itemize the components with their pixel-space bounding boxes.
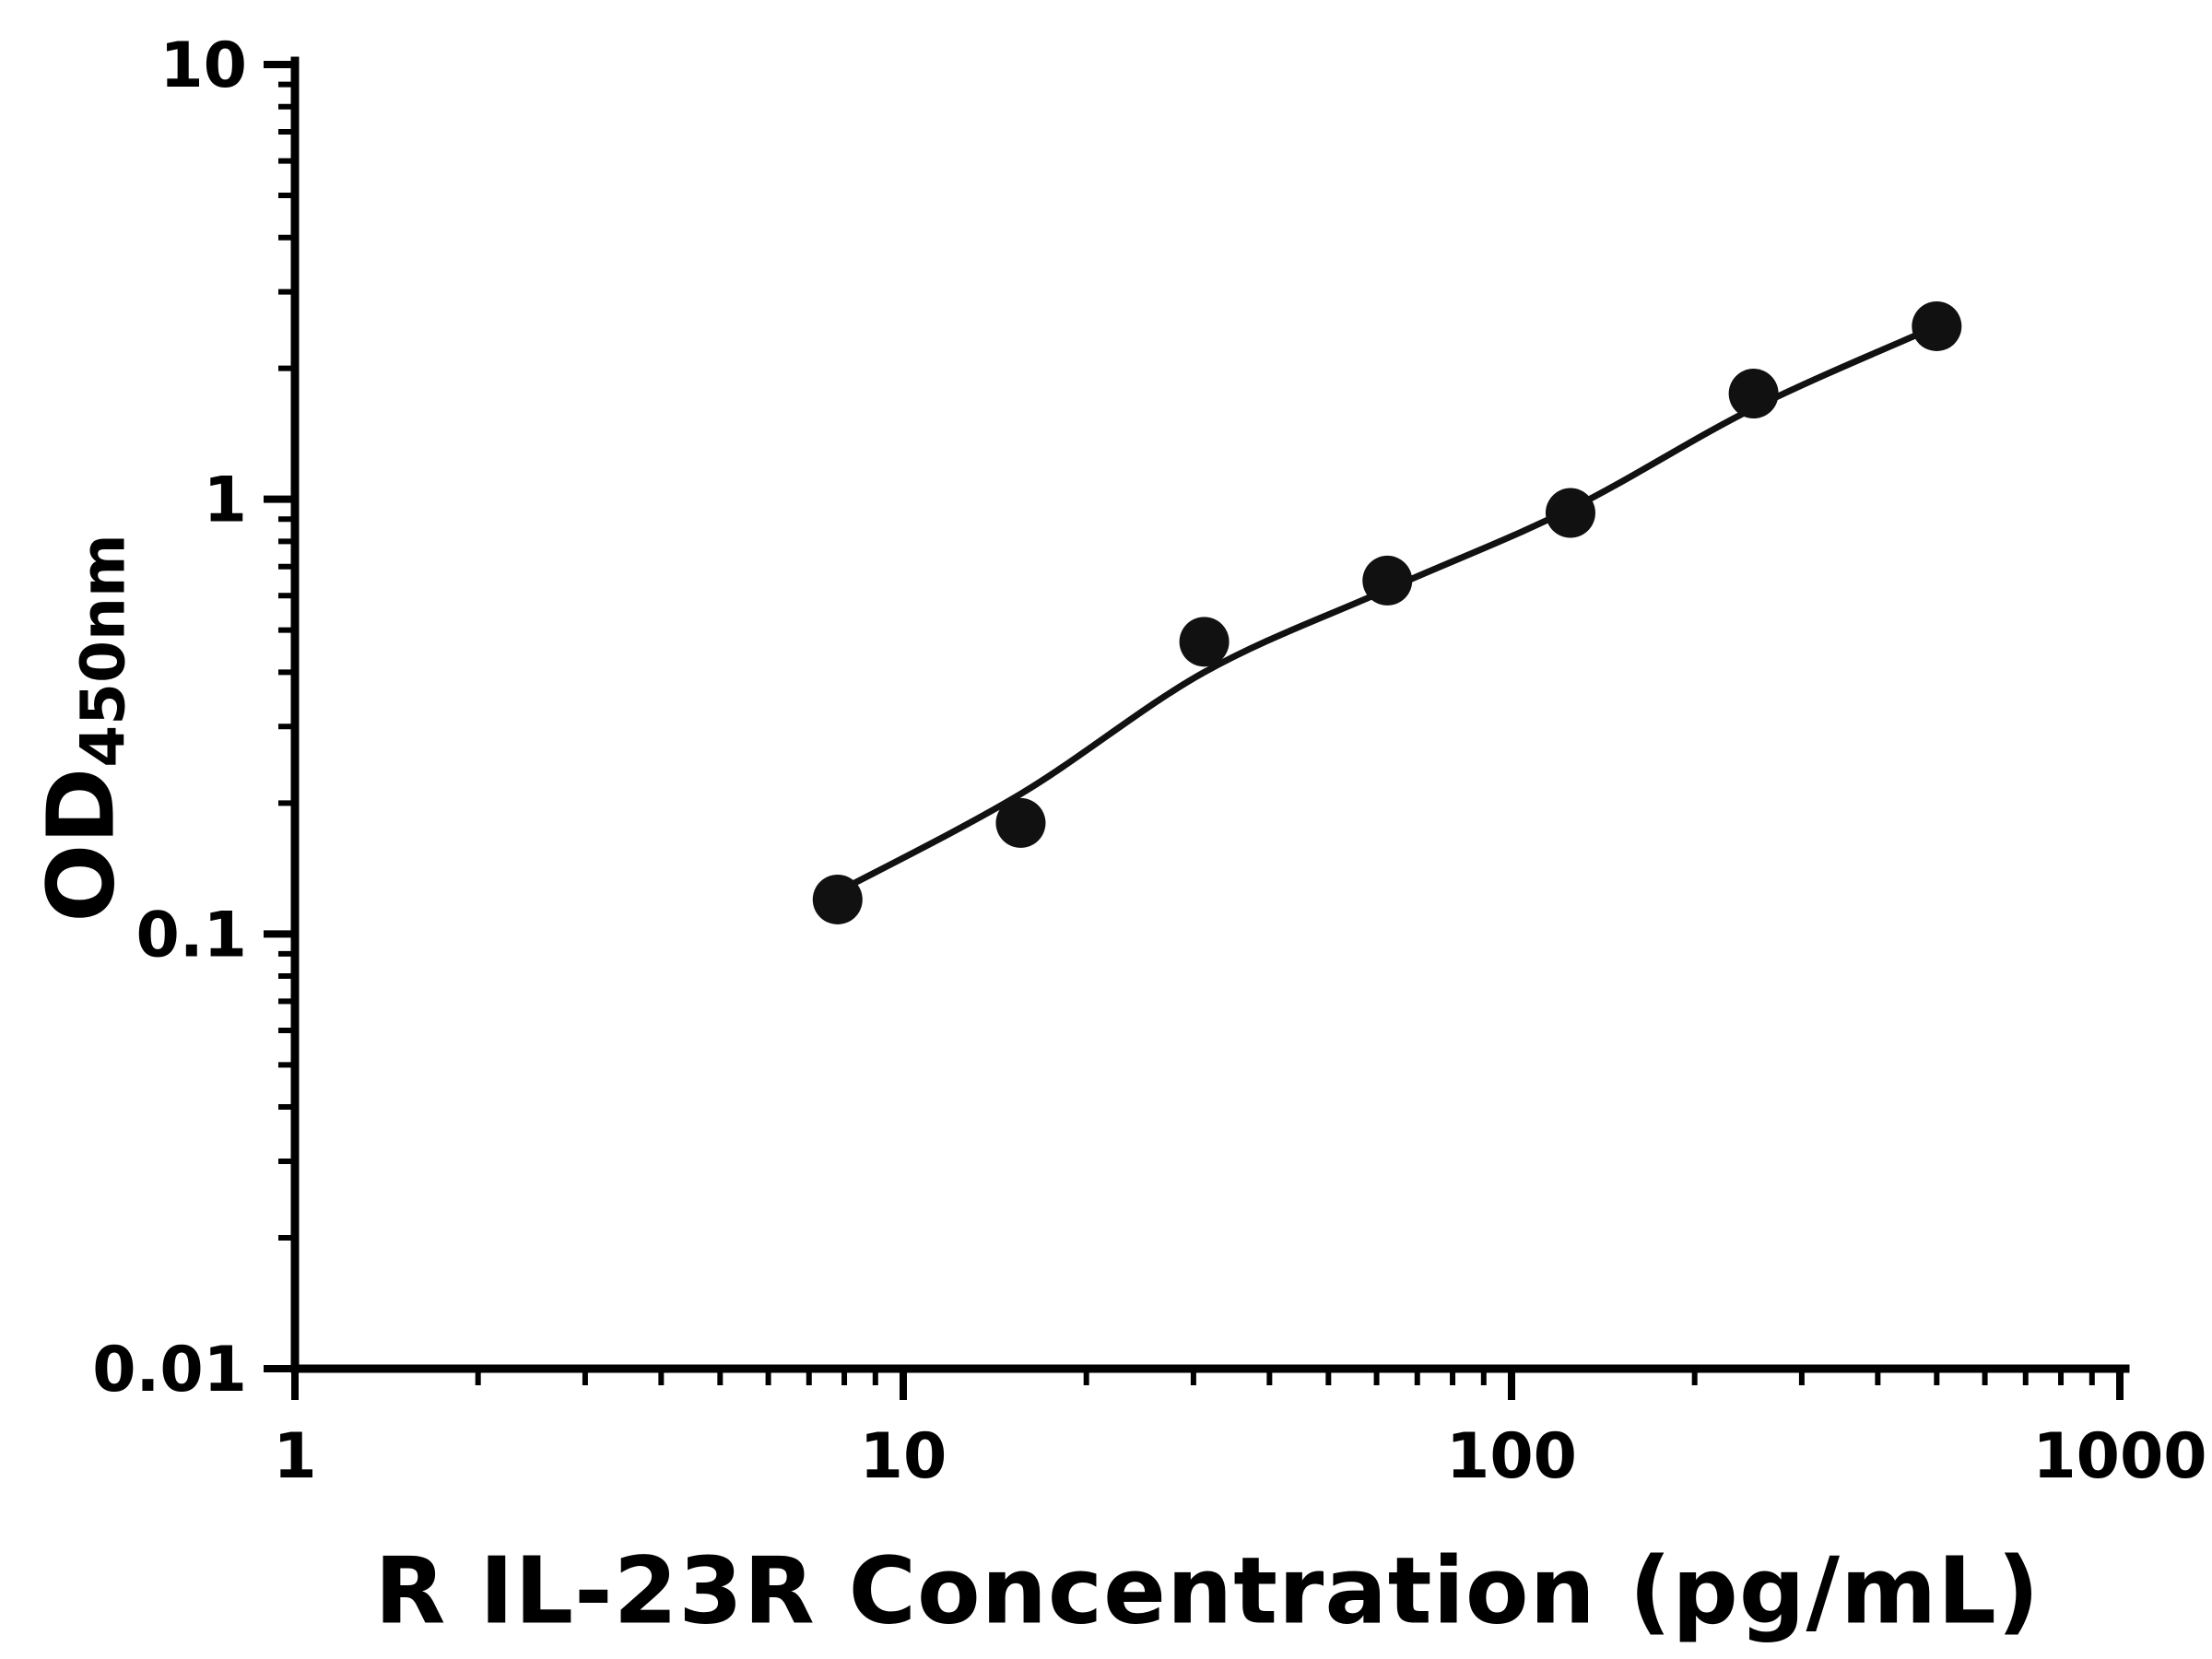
y-axis-title: OD450nm xyxy=(27,534,139,923)
y-tick-label: 10 xyxy=(159,29,247,102)
x-tick-label: 100 xyxy=(1446,1420,1577,1493)
data-point xyxy=(1362,555,1413,606)
x-axis-title: R IL-23R Concentration (pg/mL) xyxy=(374,1537,2040,1645)
data-point xyxy=(812,874,863,924)
y-axis-title-main: OD xyxy=(27,767,135,923)
x-tick-label: 1 xyxy=(273,1420,316,1493)
y-tick-label: 1 xyxy=(204,465,247,537)
data-point xyxy=(1728,369,1779,419)
x-tick-label: 1000 xyxy=(2032,1420,2206,1493)
data-point xyxy=(1912,300,1962,351)
data-point xyxy=(1545,488,1595,538)
y-axis-title-subscript: 450nm xyxy=(67,534,139,768)
data-point xyxy=(1179,617,1230,667)
y-tick-label: 0.01 xyxy=(92,1334,247,1406)
y-tick-label: 0.1 xyxy=(136,899,247,971)
data-point xyxy=(995,797,1046,848)
x-axis-title-text: R IL-23R Concentration (pg/mL) xyxy=(374,1536,2041,1645)
x-tick-label: 10 xyxy=(860,1420,947,1493)
